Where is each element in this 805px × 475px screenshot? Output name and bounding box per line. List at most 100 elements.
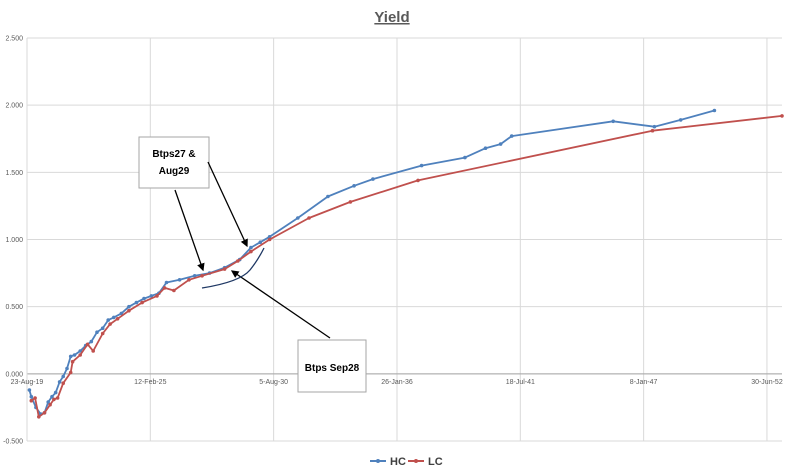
- data-point-hc: [65, 366, 69, 371]
- data-point-hc: [142, 296, 146, 301]
- data-point-hc: [652, 124, 657, 129]
- chart-title: Yield: [374, 9, 409, 26]
- data-point-hc: [72, 353, 77, 357]
- annotation-box-btps27-aug29: [138, 136, 210, 189]
- data-point-hc: [419, 163, 424, 168]
- data-point-lc: [187, 278, 191, 282]
- data-point-lc: [127, 308, 131, 313]
- data-point-hc: [611, 119, 615, 124]
- series-lines: [27, 108, 784, 419]
- y-tick-label: 2.500: [5, 36, 23, 43]
- data-point-lc: [172, 288, 176, 293]
- data-point-hc: [46, 400, 50, 404]
- data-point-lc: [115, 317, 120, 321]
- y-tick-label: 1.500: [5, 170, 23, 177]
- data-point-hc: [57, 380, 62, 384]
- data-point-hc: [78, 349, 82, 353]
- data-point-hc: [249, 245, 253, 250]
- data-point-lc: [650, 128, 655, 133]
- legend-marker-lc: [414, 459, 418, 463]
- data-point-lc: [155, 294, 159, 298]
- data-point-hc: [296, 216, 300, 220]
- annotation-line-1: Btps27 &: [152, 149, 195, 160]
- x-tick-label: 23-Aug-19: [11, 379, 44, 386]
- data-point-hc: [483, 146, 488, 150]
- data-point-lc: [61, 381, 65, 386]
- data-point-hc: [326, 194, 330, 199]
- data-point-hc: [95, 330, 99, 335]
- y-axis-ticks: -0.500 0.000 0.500 1.000 1.500 2.000 2.500: [3, 36, 23, 446]
- data-point-lc: [29, 398, 34, 403]
- x-tick-label: 5-Aug-30: [259, 379, 288, 386]
- x-axis-ticks: 23-Aug-19 12-Feb-25 5-Aug-30 26-Jan-36 18-Ju…: [11, 379, 783, 386]
- data-point-hc: [50, 394, 54, 399]
- data-point-lc: [100, 331, 105, 336]
- data-point-lc: [416, 178, 420, 183]
- data-point-lc: [222, 267, 227, 271]
- data-point-lc: [68, 370, 73, 375]
- data-point-lc: [236, 259, 240, 263]
- data-point-hc: [112, 315, 116, 320]
- x-tick-label: 30-Jun-52: [751, 379, 783, 386]
- legend-label-hc: HC: [390, 456, 406, 468]
- data-point-hc: [371, 177, 375, 181]
- data-point-hc: [53, 390, 58, 395]
- data-point-lc: [91, 349, 95, 353]
- x-tick-label: 18-Jul-41: [506, 379, 535, 386]
- data-point-hc: [463, 155, 467, 160]
- data-point-lc: [307, 216, 311, 220]
- data-point-lc: [78, 353, 82, 357]
- data-point-lc: [162, 286, 167, 290]
- legend-label-lc: LC: [428, 456, 443, 468]
- data-point-hc: [89, 339, 94, 344]
- annotations: Btps27 & Aug29 Btps Sep28: [138, 136, 367, 393]
- data-point-hc: [100, 326, 105, 331]
- data-point-lc: [33, 396, 37, 400]
- data-point-hc: [68, 354, 73, 359]
- y-tick-label: 0.500: [5, 304, 23, 311]
- annotation-arrow-1: [174, 189, 205, 272]
- data-point-lc: [42, 411, 47, 415]
- legend-marker-hc: [376, 459, 380, 463]
- data-point-hc: [119, 311, 124, 316]
- data-point-hc: [134, 300, 139, 305]
- data-point-hc: [164, 280, 169, 285]
- y-tick-label: -0.500: [3, 439, 23, 446]
- data-point-hc: [106, 318, 110, 322]
- grid: [26, 37, 782, 442]
- data-point-hc: [127, 304, 131, 309]
- data-point-lc: [200, 274, 204, 278]
- annotation-bracket: [201, 247, 265, 289]
- data-point-hc: [149, 294, 154, 298]
- annotation-line-2: Aug29: [159, 166, 190, 177]
- data-point-hc: [61, 374, 65, 379]
- data-point-hc: [509, 134, 514, 138]
- data-point-hc: [29, 394, 34, 399]
- data-point-hc: [678, 118, 683, 122]
- data-point-lc: [55, 396, 60, 400]
- x-tick-label: 8-Jan-47: [630, 379, 658, 386]
- data-point-lc: [48, 402, 52, 407]
- annotation-arrow-2: [207, 161, 248, 248]
- data-point-hc: [258, 240, 263, 244]
- x-tick-label: 12-Feb-25: [134, 379, 166, 386]
- y-tick-label: 2.000: [5, 103, 23, 110]
- data-point-lc: [52, 397, 56, 402]
- data-point-lc: [249, 249, 253, 254]
- legend: HC LC: [370, 456, 443, 468]
- data-point-hc: [27, 388, 32, 392]
- data-point-lc: [348, 200, 353, 204]
- data-point-lc: [780, 114, 784, 118]
- y-tick-label: 1.000: [5, 237, 23, 244]
- data-point-lc: [267, 237, 272, 242]
- data-point-hc: [712, 108, 717, 113]
- data-point-hc: [352, 184, 356, 188]
- series-line-hc: [28, 109, 715, 416]
- data-point-hc: [498, 142, 503, 146]
- annotation-line-3: Btps Sep28: [305, 363, 360, 374]
- y-tick-label: 0.000: [5, 371, 23, 378]
- x-tick-label: 26-Jan-36: [381, 379, 413, 386]
- annotation-box-btps-sep28: [297, 339, 367, 393]
- data-point-lc: [85, 342, 90, 347]
